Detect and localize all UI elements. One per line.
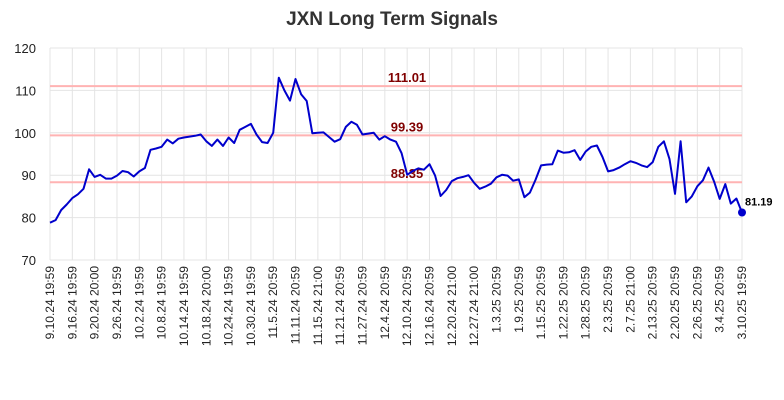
x-tick-label: 10.14.24 19:59 (177, 266, 191, 346)
x-tick-label: 10.30.24 19:59 (244, 266, 258, 346)
x-tick-label: 10.24.24 19:59 (222, 266, 236, 346)
x-tick-label: 9.16.24 19:59 (65, 266, 79, 340)
x-axis: 9.10.24 19:59 9.16.24 19:59 9.20.24 20:00 9… (43, 266, 749, 346)
x-tick-label: 12.16.24 20:59 (422, 266, 436, 346)
x-tick-label: 1.28.25 20:59 (579, 266, 593, 340)
x-tick-label: 10.8.24 19:59 (155, 266, 169, 340)
x-tick-label: 11.11.24 20:59 (289, 266, 303, 345)
x-tick-label: 1.9.25 20:59 (512, 266, 526, 333)
x-tick-label: 2.26.25 20:59 (690, 266, 704, 340)
y-tick-label: 100 (14, 126, 36, 141)
y-tick-label: 90 (22, 168, 36, 183)
x-tick-label: 2.20.25 20:59 (668, 266, 682, 340)
x-tick-label: 2.3.25 20:59 (601, 266, 615, 333)
x-tick-label: 11.21.24 20:59 (333, 266, 347, 346)
x-tick-label: 1.22.25 20:59 (556, 266, 570, 340)
x-tick-label: 1.3.25 20:59 (489, 266, 503, 333)
x-tick-label: 3.4.25 20:59 (713, 266, 727, 333)
x-tick-label: 2.7.25 21:00 (623, 266, 637, 333)
chart-title: JXN Long Term Signals (286, 9, 498, 30)
y-axis: 70 80 90 100 110 120 (14, 41, 36, 268)
x-tick-label: 10.2.24 19:59 (132, 266, 146, 340)
x-tick-label: 1.15.25 20:59 (534, 266, 548, 340)
y-tick-label: 80 (22, 211, 36, 226)
signal-level-label: 99.39 (391, 119, 424, 134)
x-tick-label: 12.10.24 20:59 (400, 266, 414, 346)
x-tick-label: 3.10.25 19:59 (735, 266, 749, 340)
y-tick-label: 70 (22, 253, 36, 268)
x-tick-label: 2.13.25 20:59 (646, 266, 660, 340)
x-tick-label: 11.27.24 20:59 (356, 266, 370, 346)
x-tick-label: 12.4.24 20:59 (378, 266, 392, 340)
y-tick-label: 120 (14, 41, 36, 56)
signal-level-label: 111.01 (388, 70, 426, 85)
x-tick-label: 9.20.24 20:00 (88, 266, 102, 340)
price-series: 81.19 (49, 76, 773, 224)
grid (49, 47, 743, 261)
last-point-marker (738, 208, 746, 217)
y-tick-label: 110 (15, 83, 36, 98)
x-tick-label: 12.20.24 21:00 (445, 266, 459, 346)
x-tick-label: 12.27.24 21:00 (467, 266, 481, 346)
last-value-label: 81.19 (745, 197, 773, 209)
price-line (49, 76, 743, 224)
x-tick-label: 11.15.24 21:00 (311, 266, 325, 346)
x-tick-label: 10.18.24 20:00 (199, 266, 213, 346)
x-tick-label: 9.10.24 19:59 (43, 266, 57, 340)
x-tick-label: 11.5.24 20:59 (266, 266, 280, 339)
x-tick-label: 9.26.24 19:59 (110, 266, 124, 340)
